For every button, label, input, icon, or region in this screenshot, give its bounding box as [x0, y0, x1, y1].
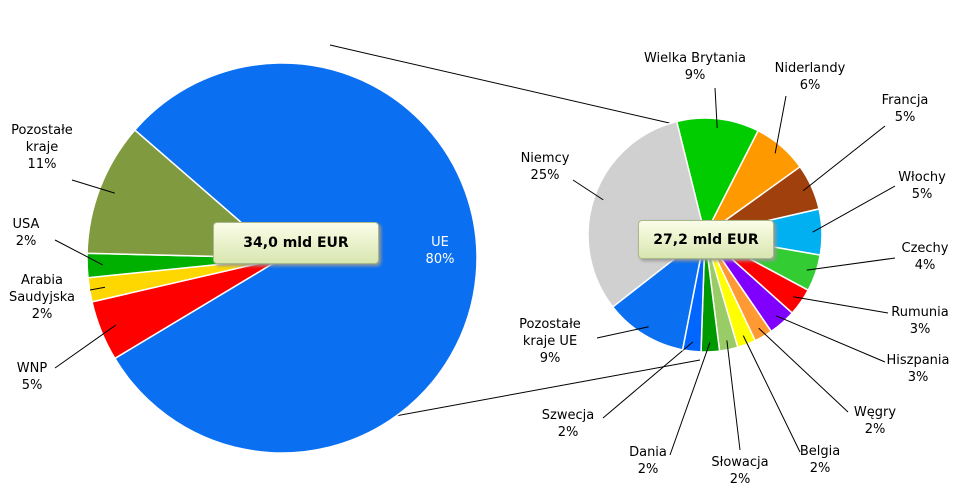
category-name: Pozostałe kraje	[11, 123, 73, 155]
leader-line	[572, 179, 604, 201]
value-label: 5%	[21, 378, 43, 393]
category-name: Wielka Brytania	[643, 51, 747, 66]
leader-line	[775, 315, 886, 363]
leader-line	[596, 326, 649, 339]
leader-line	[71, 179, 115, 194]
slice-label: WNP 5%	[7, 360, 57, 394]
value-label: 2%	[864, 422, 886, 437]
value-label: 25%	[530, 168, 560, 183]
value-label: 2%	[31, 307, 53, 322]
slice-label: Niderlandy 6%	[765, 60, 855, 94]
slice-label: Wielka Brytania 9%	[630, 50, 760, 84]
leader-line	[812, 185, 896, 233]
category-name: Niemcy	[520, 151, 570, 166]
value-label: 2%	[15, 234, 37, 249]
value-label: 80%	[425, 252, 455, 267]
category-name: Pozostałe kraje UE	[519, 317, 581, 349]
category-name: Arabia Saudyjska	[8, 273, 76, 305]
value-label: 2%	[557, 425, 579, 440]
category-name: UE	[431, 235, 449, 250]
pie-slice	[611, 233, 707, 351]
category-name: Niderlandy	[774, 61, 846, 76]
category-name: Słowacja	[711, 455, 769, 470]
value-label: 9%	[684, 68, 706, 83]
slice-label: Szwecja 2%	[533, 407, 603, 441]
slice-label: Słowacja 2%	[700, 454, 780, 488]
slice-label: Rumunia 3%	[880, 304, 957, 338]
center-label: 34,0 mld EUR	[213, 222, 379, 264]
leader-line	[54, 324, 116, 369]
category-name: Francja	[881, 93, 929, 108]
category-name: Belgia	[799, 444, 841, 459]
leader-line	[714, 87, 718, 129]
connector	[329, 44, 679, 126]
category-name: Rumunia	[891, 305, 949, 320]
value-label: 2%	[729, 472, 751, 487]
leader-line	[793, 296, 889, 314]
leader-line	[669, 342, 711, 456]
slice-label: Hiszpania 3%	[873, 352, 957, 386]
slice-label: Pozostałe kraje UE 9%	[505, 316, 595, 367]
value-label: 11%	[27, 157, 57, 172]
slice-label: USA 2%	[1, 216, 51, 250]
leader-line	[802, 125, 886, 192]
leader-line	[89, 286, 106, 291]
category-name: Włochy	[898, 170, 946, 185]
slice-label: Belgia 2%	[785, 443, 855, 477]
leader-line	[806, 257, 896, 271]
leader-line	[54, 239, 103, 266]
pie-slice	[675, 117, 760, 238]
leader-line	[774, 95, 787, 154]
slice-label: Węgry 2%	[840, 404, 910, 438]
value-label: 2%	[809, 461, 831, 476]
slice-label: Czechy 4%	[890, 240, 957, 274]
category-name: Hiszpania	[886, 353, 950, 368]
value-label: 4%	[914, 258, 936, 273]
category-name: Węgry	[853, 405, 897, 420]
leader-line	[742, 335, 801, 453]
leader-line	[726, 340, 741, 451]
leader-line	[758, 327, 849, 413]
value-label: 3%	[907, 370, 929, 385]
category-name: Dania	[629, 445, 667, 460]
category-name: Czechy	[901, 241, 949, 256]
value-label: 5%	[911, 187, 933, 202]
slice-label: Włochy 5%	[887, 169, 957, 203]
slice-label: Francja 5%	[865, 92, 945, 126]
slice-label: Niemcy 25%	[510, 150, 580, 184]
slice-label: Dania 2%	[618, 444, 678, 478]
slice-label: Arabia Saudyjska 2%	[0, 272, 87, 323]
center-label: 27,2 mld EUR	[638, 220, 774, 259]
slice-label: UE 80%	[410, 234, 470, 268]
leader-line	[602, 341, 694, 419]
category-name: Szwecja	[541, 408, 595, 423]
value-label: 2%	[637, 462, 659, 477]
value-label: 5%	[894, 110, 916, 125]
category-name: WNP	[16, 361, 48, 376]
value-label: 3%	[909, 322, 931, 337]
category-name: USA	[12, 217, 40, 232]
value-label: 6%	[799, 78, 821, 93]
pie-slice	[587, 120, 706, 308]
value-label: 9%	[539, 351, 561, 366]
slice-label: Pozostałe kraje 11%	[0, 122, 87, 173]
